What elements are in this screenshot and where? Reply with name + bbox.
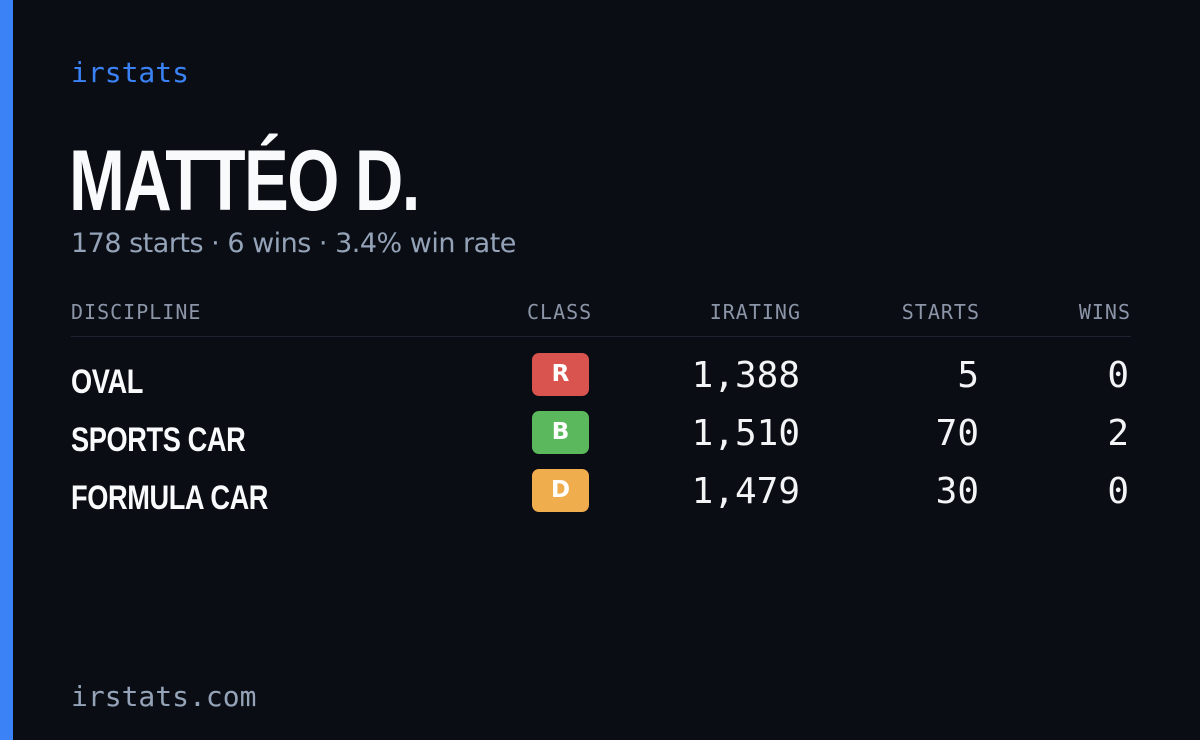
discipline-name: OVAL: [71, 363, 143, 401]
discipline-table: DISCIPLINE CLASS IRATING STARTS WINS OVA…: [71, 300, 1131, 517]
wins-value: 0: [1107, 355, 1129, 396]
discipline-name: FORMULA CAR: [71, 479, 269, 517]
header-class: CLASS: [527, 300, 593, 324]
starts-value: 30: [935, 471, 979, 512]
footer-domain: irstats.com: [71, 680, 257, 713]
table-row: FORMULA CAR D 1,479 30 0: [71, 469, 1131, 527]
header-irating: IRATING: [709, 300, 801, 324]
discipline-name: SPORTS CAR: [71, 421, 246, 459]
irating-value: 1,479: [691, 471, 800, 512]
driver-summary: 178 starts · 6 wins · 3.4% win rate: [71, 228, 516, 259]
brand-logo: irstats: [71, 56, 190, 89]
class-badge: R: [532, 353, 589, 396]
starts-value: 70: [935, 413, 979, 454]
class-badge: B: [532, 411, 589, 454]
irating-value: 1,388: [691, 355, 800, 396]
starts-value: 5: [957, 355, 979, 396]
driver-name: MATTÉO D.: [69, 133, 420, 229]
table-row: OVAL R 1,388 5 0: [71, 353, 1131, 411]
wins-value: 0: [1107, 471, 1129, 512]
class-badge: D: [532, 469, 589, 512]
table-header: DISCIPLINE CLASS IRATING STARTS WINS: [71, 300, 1131, 337]
header-discipline: DISCIPLINE: [71, 300, 202, 324]
header-starts: STARTS: [901, 300, 980, 324]
irating-value: 1,510: [691, 413, 800, 454]
table-row: SPORTS CAR B 1,510 70 2: [71, 411, 1131, 469]
wins-value: 2: [1107, 413, 1129, 454]
accent-bar: [0, 0, 13, 740]
header-wins: WINS: [1078, 300, 1131, 324]
table-body: OVAL R 1,388 5 0 SPORTS CAR B 1,510 70 2…: [71, 353, 1131, 527]
